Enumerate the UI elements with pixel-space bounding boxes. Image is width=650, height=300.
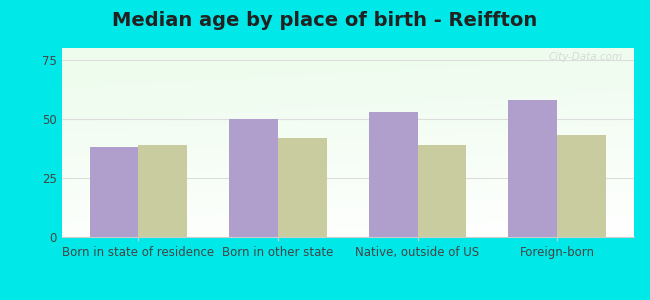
Bar [138,145,187,237]
Bar [369,112,417,237]
Bar [229,119,278,237]
Bar [508,100,557,237]
Bar [278,138,327,237]
Bar [90,147,138,237]
Text: Median age by place of birth - Reiffton: Median age by place of birth - Reiffton [112,11,538,29]
Bar [417,145,466,237]
Text: City-Data.com: City-Data.com [548,52,622,62]
Bar [557,135,606,237]
